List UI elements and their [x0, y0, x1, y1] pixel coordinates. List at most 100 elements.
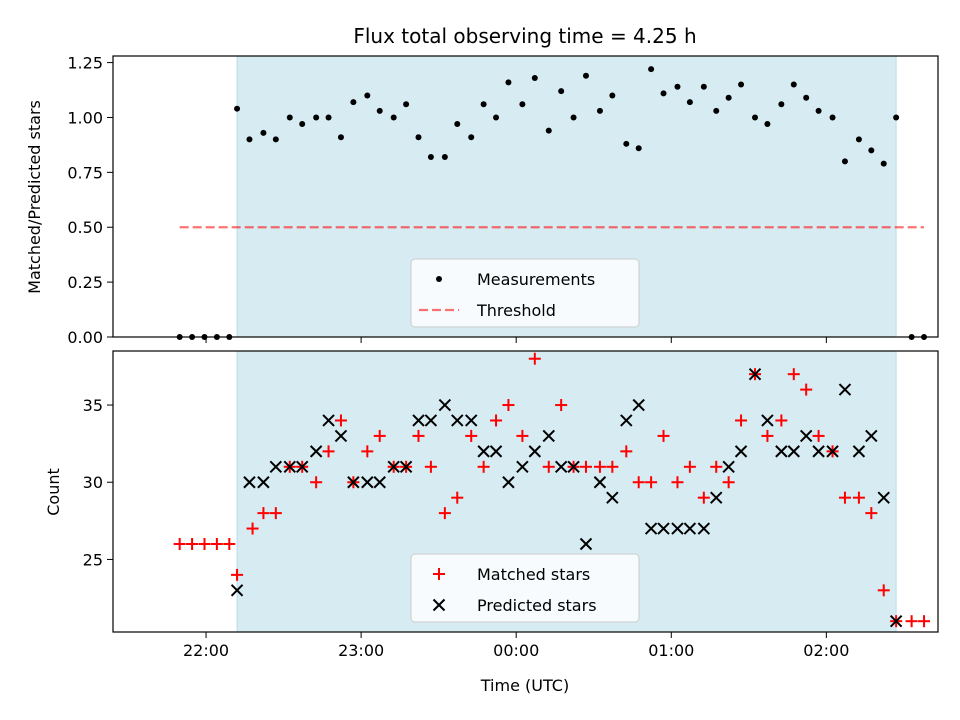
predicted-star-point	[554, 460, 568, 474]
matched-star-point	[502, 399, 515, 412]
predicted-star-point	[567, 460, 580, 474]
predicted-star-point	[438, 398, 452, 412]
measurement-point	[635, 145, 642, 152]
x-tick-label: 23:00	[338, 641, 384, 660]
axes-frame	[112, 55, 939, 338]
measurement-points	[176, 66, 928, 340]
measurement-point	[260, 129, 267, 136]
predicted-star-point	[269, 460, 283, 474]
predicted-star-point	[230, 584, 244, 597]
x-axis-label: Time (UTC)	[480, 676, 569, 695]
predicted-star-point	[775, 445, 788, 458]
predicted-star-point	[542, 429, 555, 443]
predicted-star-point	[593, 476, 607, 489]
measurement-point	[272, 136, 279, 143]
predicted-star-point	[283, 460, 296, 474]
matched-star-point	[761, 429, 774, 442]
matched-star-point	[186, 537, 199, 550]
matched-star-point	[812, 429, 825, 442]
measurement-point	[880, 160, 887, 167]
matched-star-point	[697, 491, 710, 504]
predicted-star-point	[399, 460, 413, 474]
measurement-point	[246, 136, 253, 143]
matched-star-point	[465, 429, 478, 442]
matched-star-point	[645, 476, 658, 489]
predicted-star-point	[877, 491, 890, 504]
predicted-star-point	[387, 460, 400, 474]
count-y-axis-label: Count	[44, 468, 63, 516]
measurement-point	[313, 114, 320, 121]
predicted-star-point	[838, 383, 852, 396]
predicted-star-point	[852, 445, 866, 458]
predicted-star-point	[528, 445, 542, 458]
measurement-point	[790, 81, 797, 88]
ratio-panel-frame	[112, 55, 939, 338]
predicted-star-point	[606, 491, 619, 504]
measurement-point	[376, 107, 383, 114]
measurement-point	[738, 81, 745, 88]
predicted-star-point	[799, 429, 813, 443]
legend-label: Predicted stars	[477, 596, 597, 615]
measurement-point	[660, 90, 667, 97]
matched-star-point	[838, 491, 851, 504]
measurement-point	[570, 114, 577, 121]
y-tick-label: 0.00	[67, 328, 103, 347]
measurement-point	[350, 99, 357, 106]
y-tick-label: 0.25	[67, 273, 103, 292]
y-tick-label: 1.25	[67, 54, 103, 73]
matched-star-point	[555, 399, 568, 412]
measurement-point	[674, 83, 681, 90]
matched-star-point	[918, 615, 931, 628]
y-tick-label: 30	[83, 473, 103, 492]
measurement-point	[531, 74, 538, 81]
predicted-star-point	[243, 476, 256, 489]
count-points	[173, 352, 931, 628]
matched-star-point	[173, 537, 186, 550]
matched-star-point	[334, 414, 347, 427]
matched-star-point	[490, 414, 503, 427]
measurement-point	[855, 136, 862, 143]
y-tick-label: 35	[83, 396, 103, 415]
predicted-star-point	[309, 445, 323, 458]
matched-star-point	[905, 615, 918, 628]
measurement-point	[893, 114, 900, 121]
matched-star-point	[710, 460, 723, 473]
predicted-star-point	[734, 445, 748, 458]
predicted-star-point	[465, 414, 478, 427]
matched-star-point	[198, 537, 211, 550]
measurement-point	[286, 114, 293, 121]
x-tick-label: 02:00	[803, 641, 849, 660]
ratio-panel: 0.00 0.25 0.50 0.75 1.00 1.25 Matched/Predict…	[25, 54, 939, 347]
ratio-y-axis: 0.00 0.25 0.50 0.75 1.00 1.25	[67, 54, 113, 347]
matched-star-point	[361, 445, 374, 458]
measurement-point	[427, 153, 434, 160]
matched-star-point	[852, 491, 865, 504]
count-y-axis: 25 30 35	[83, 396, 113, 569]
measurement-point	[454, 121, 461, 128]
ratio-x-ticks	[205, 337, 827, 343]
matched-star-point	[424, 460, 437, 473]
measurement-point	[609, 92, 616, 99]
predicted-star-point	[657, 522, 670, 535]
axes-frame	[112, 350, 939, 633]
measurement-point	[841, 158, 848, 165]
x-tick-label: 00:00	[493, 641, 539, 660]
measurement-point	[778, 101, 785, 108]
legend-box	[410, 553, 640, 623]
measurement-point	[868, 147, 875, 154]
measurement-point	[493, 114, 500, 121]
measurement-point	[713, 107, 720, 114]
measurement-point	[299, 121, 306, 128]
matched-star-point	[657, 429, 670, 442]
legend-label: Threshold	[476, 301, 556, 320]
predicted-star-point	[722, 460, 735, 474]
matched-star-point	[231, 568, 244, 581]
measurement-point	[752, 114, 759, 121]
matched-star-point	[477, 460, 490, 473]
predicted-star-point	[761, 414, 774, 427]
y-tick-label: 0.50	[67, 218, 103, 237]
measurement-point	[505, 79, 512, 86]
measurement-point	[623, 140, 630, 147]
predicted-star-point	[812, 445, 825, 458]
measurement-point	[390, 114, 397, 121]
